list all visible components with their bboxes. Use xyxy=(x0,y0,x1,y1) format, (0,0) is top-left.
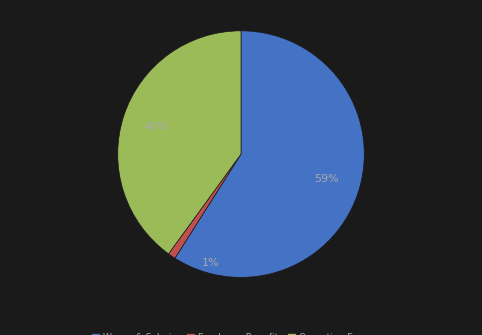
Wedge shape xyxy=(169,154,241,258)
Wedge shape xyxy=(118,31,241,254)
Text: 40%: 40% xyxy=(144,122,169,132)
Wedge shape xyxy=(175,31,364,277)
Legend: Wages & Salaries, Employee Benefits, Operating Expenses: Wages & Salaries, Employee Benefits, Ope… xyxy=(90,331,392,335)
Text: 59%: 59% xyxy=(314,174,339,184)
Text: 1%: 1% xyxy=(201,258,219,268)
